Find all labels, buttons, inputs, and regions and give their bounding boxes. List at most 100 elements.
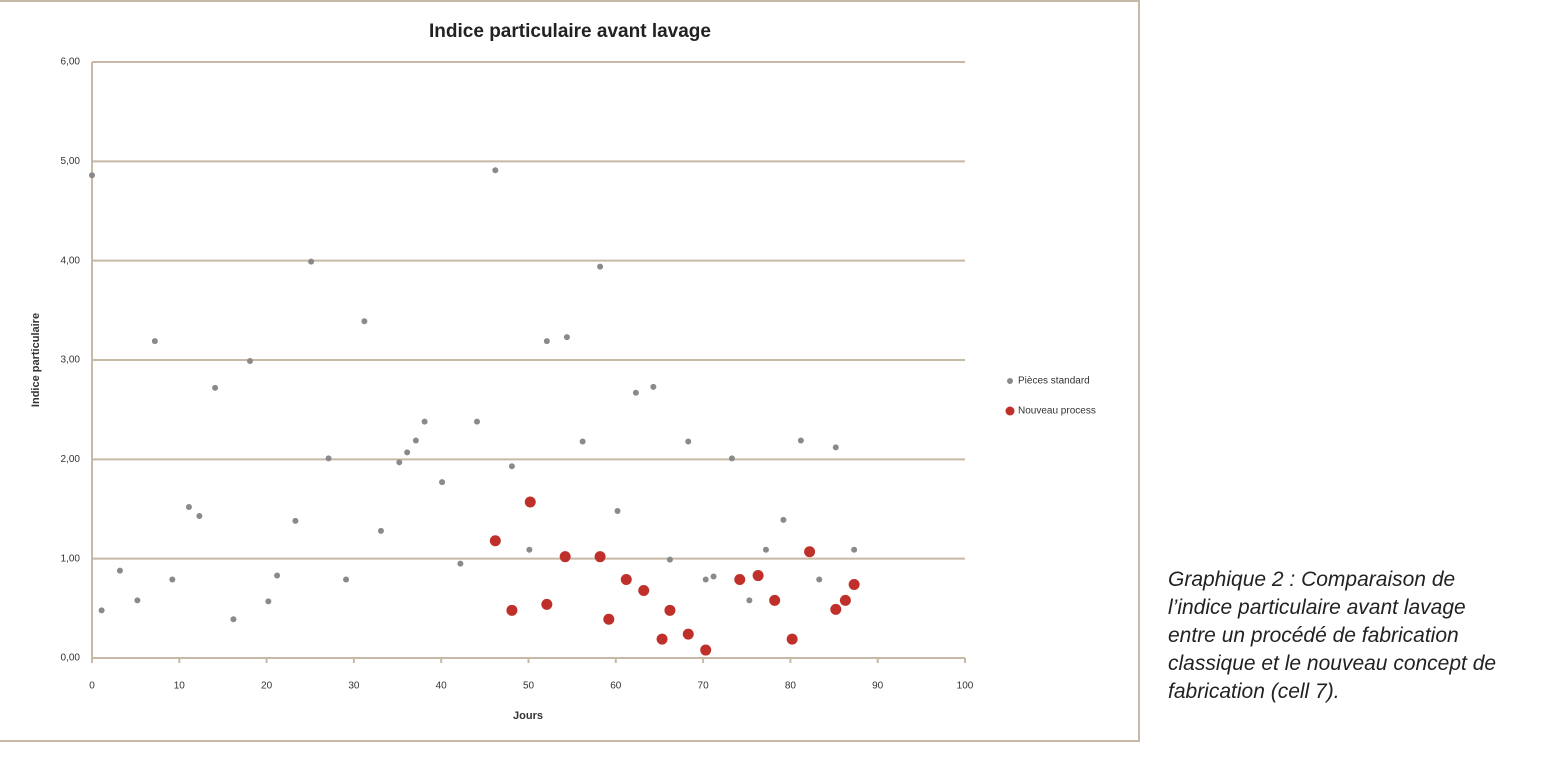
point	[412, 437, 419, 444]
point	[361, 318, 368, 325]
point	[848, 578, 860, 590]
x-tick-label: 10	[174, 681, 186, 692]
point	[559, 551, 571, 563]
x-tick-label: 50	[523, 681, 535, 692]
point	[746, 597, 753, 604]
point	[664, 604, 676, 616]
point	[524, 496, 536, 508]
x-tick-label: 90	[872, 681, 884, 692]
y-axis-label: Indice particulaire	[30, 313, 42, 407]
point	[786, 633, 798, 645]
point	[685, 438, 692, 445]
x-tick-label: 60	[610, 681, 622, 692]
y-tick-label: 5,00	[61, 156, 81, 167]
point	[508, 463, 515, 470]
legend-marker	[1005, 406, 1015, 416]
caption-line: fabrication (cell 7).	[1168, 680, 1340, 703]
point	[597, 263, 604, 270]
point	[656, 633, 668, 645]
legend-label: Nouveau process	[1018, 406, 1096, 417]
y-tick-label: 3,00	[61, 355, 81, 366]
point	[492, 167, 499, 174]
point	[489, 535, 501, 547]
point	[620, 574, 632, 586]
point	[816, 576, 823, 583]
point	[212, 384, 219, 391]
point	[377, 527, 384, 534]
point	[247, 357, 254, 364]
point	[421, 418, 428, 425]
point	[89, 172, 95, 179]
point	[169, 576, 176, 583]
y-tick-label: 4,00	[61, 255, 81, 266]
point	[594, 551, 606, 563]
caption-line: l’indice particulaire avant lavage	[1168, 596, 1466, 619]
point	[702, 576, 709, 583]
point	[457, 560, 464, 567]
point	[830, 603, 842, 615]
point	[804, 546, 816, 558]
point	[151, 338, 158, 345]
point	[274, 572, 281, 579]
point	[439, 479, 446, 486]
point	[762, 546, 769, 553]
chart: Indice particulaire avant lavage Jours I…	[0, 0, 1140, 742]
point	[526, 546, 533, 553]
point	[473, 418, 480, 425]
point	[116, 567, 123, 574]
legend-marker	[1007, 378, 1013, 384]
x-tick-label: 40	[436, 681, 448, 692]
point	[404, 449, 411, 456]
point	[797, 437, 804, 444]
y-tick-label: 0,00	[61, 653, 81, 664]
point	[728, 455, 735, 462]
point	[638, 584, 650, 596]
point	[734, 574, 746, 586]
point	[343, 576, 350, 583]
point	[563, 334, 570, 341]
chart-title: Indice particulaire avant lavage	[429, 21, 711, 42]
caption-line: entre un procédé de fabrication	[1168, 624, 1459, 647]
x-tick-label: 20	[261, 681, 273, 692]
caption: Graphique 2 : Comparaison de l’indice par…	[1168, 566, 1552, 706]
y-tick-label: 1,00	[61, 553, 81, 564]
point	[682, 628, 694, 640]
point	[780, 516, 787, 523]
point	[185, 504, 192, 511]
point	[839, 594, 851, 606]
legend-label: Pièces standard	[1018, 376, 1090, 387]
point	[134, 597, 141, 604]
point	[603, 613, 615, 625]
point	[710, 573, 717, 580]
caption-line: classique et le nouveau concept de	[1168, 652, 1497, 675]
point	[769, 594, 781, 606]
point	[506, 604, 518, 616]
point	[543, 338, 550, 345]
point	[308, 258, 315, 265]
point	[579, 438, 586, 445]
point	[752, 570, 764, 582]
point	[325, 455, 332, 462]
point	[666, 556, 673, 563]
point	[292, 517, 299, 524]
caption-line: Graphique 2 : Comparaison de	[1168, 568, 1456, 591]
y-tick-label: 6,00	[61, 57, 81, 68]
y-tick-label: 2,00	[61, 454, 81, 465]
x-tick-label: 100	[957, 681, 974, 692]
x-tick-label: 70	[698, 681, 710, 692]
x-axis-label: Jours	[513, 710, 543, 722]
x-tick-label: 0	[89, 681, 95, 692]
point	[832, 444, 839, 451]
x-tick-label: 30	[348, 681, 360, 692]
point	[851, 546, 858, 553]
point	[700, 644, 712, 656]
point	[196, 512, 203, 519]
point	[614, 507, 621, 514]
point	[541, 598, 553, 610]
x-tick-label: 80	[785, 681, 797, 692]
point	[265, 598, 272, 605]
point	[632, 389, 639, 396]
point	[396, 459, 403, 466]
point	[230, 616, 237, 623]
